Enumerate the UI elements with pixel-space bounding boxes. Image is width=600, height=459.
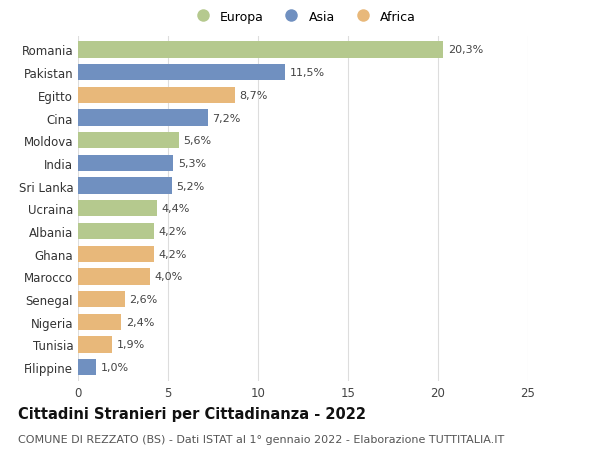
- Text: Cittadini Stranieri per Cittadinanza - 2022: Cittadini Stranieri per Cittadinanza - 2…: [18, 406, 366, 421]
- Text: 2,6%: 2,6%: [130, 294, 158, 304]
- Bar: [78, 359, 96, 375]
- Bar: [78, 224, 154, 240]
- Text: 5,3%: 5,3%: [178, 158, 206, 168]
- Bar: [78, 178, 172, 194]
- Text: 4,0%: 4,0%: [155, 272, 183, 282]
- Bar: [78, 133, 179, 149]
- Bar: [78, 110, 208, 126]
- Text: 1,9%: 1,9%: [116, 340, 145, 350]
- Bar: [78, 269, 150, 285]
- Bar: [78, 88, 235, 104]
- Bar: [78, 336, 112, 353]
- Text: 7,2%: 7,2%: [212, 113, 241, 123]
- Bar: [78, 246, 154, 262]
- Text: 4,2%: 4,2%: [158, 249, 187, 259]
- Text: 1,0%: 1,0%: [101, 363, 128, 372]
- Text: 20,3%: 20,3%: [448, 45, 483, 55]
- Bar: [78, 314, 121, 330]
- Text: 8,7%: 8,7%: [239, 90, 268, 101]
- Text: 5,6%: 5,6%: [184, 136, 211, 146]
- Bar: [78, 291, 125, 308]
- Text: 11,5%: 11,5%: [290, 68, 325, 78]
- Bar: [78, 65, 285, 81]
- Bar: [78, 201, 157, 217]
- Bar: [78, 156, 173, 172]
- Text: 2,4%: 2,4%: [126, 317, 154, 327]
- Text: COMUNE DI REZZATO (BS) - Dati ISTAT al 1° gennaio 2022 - Elaborazione TUTTITALIA: COMUNE DI REZZATO (BS) - Dati ISTAT al 1…: [18, 434, 504, 444]
- Text: 5,2%: 5,2%: [176, 181, 205, 191]
- Text: 4,2%: 4,2%: [158, 226, 187, 236]
- Legend: Europa, Asia, Africa: Europa, Asia, Africa: [190, 11, 416, 23]
- Bar: [78, 42, 443, 58]
- Text: 4,4%: 4,4%: [162, 204, 190, 214]
